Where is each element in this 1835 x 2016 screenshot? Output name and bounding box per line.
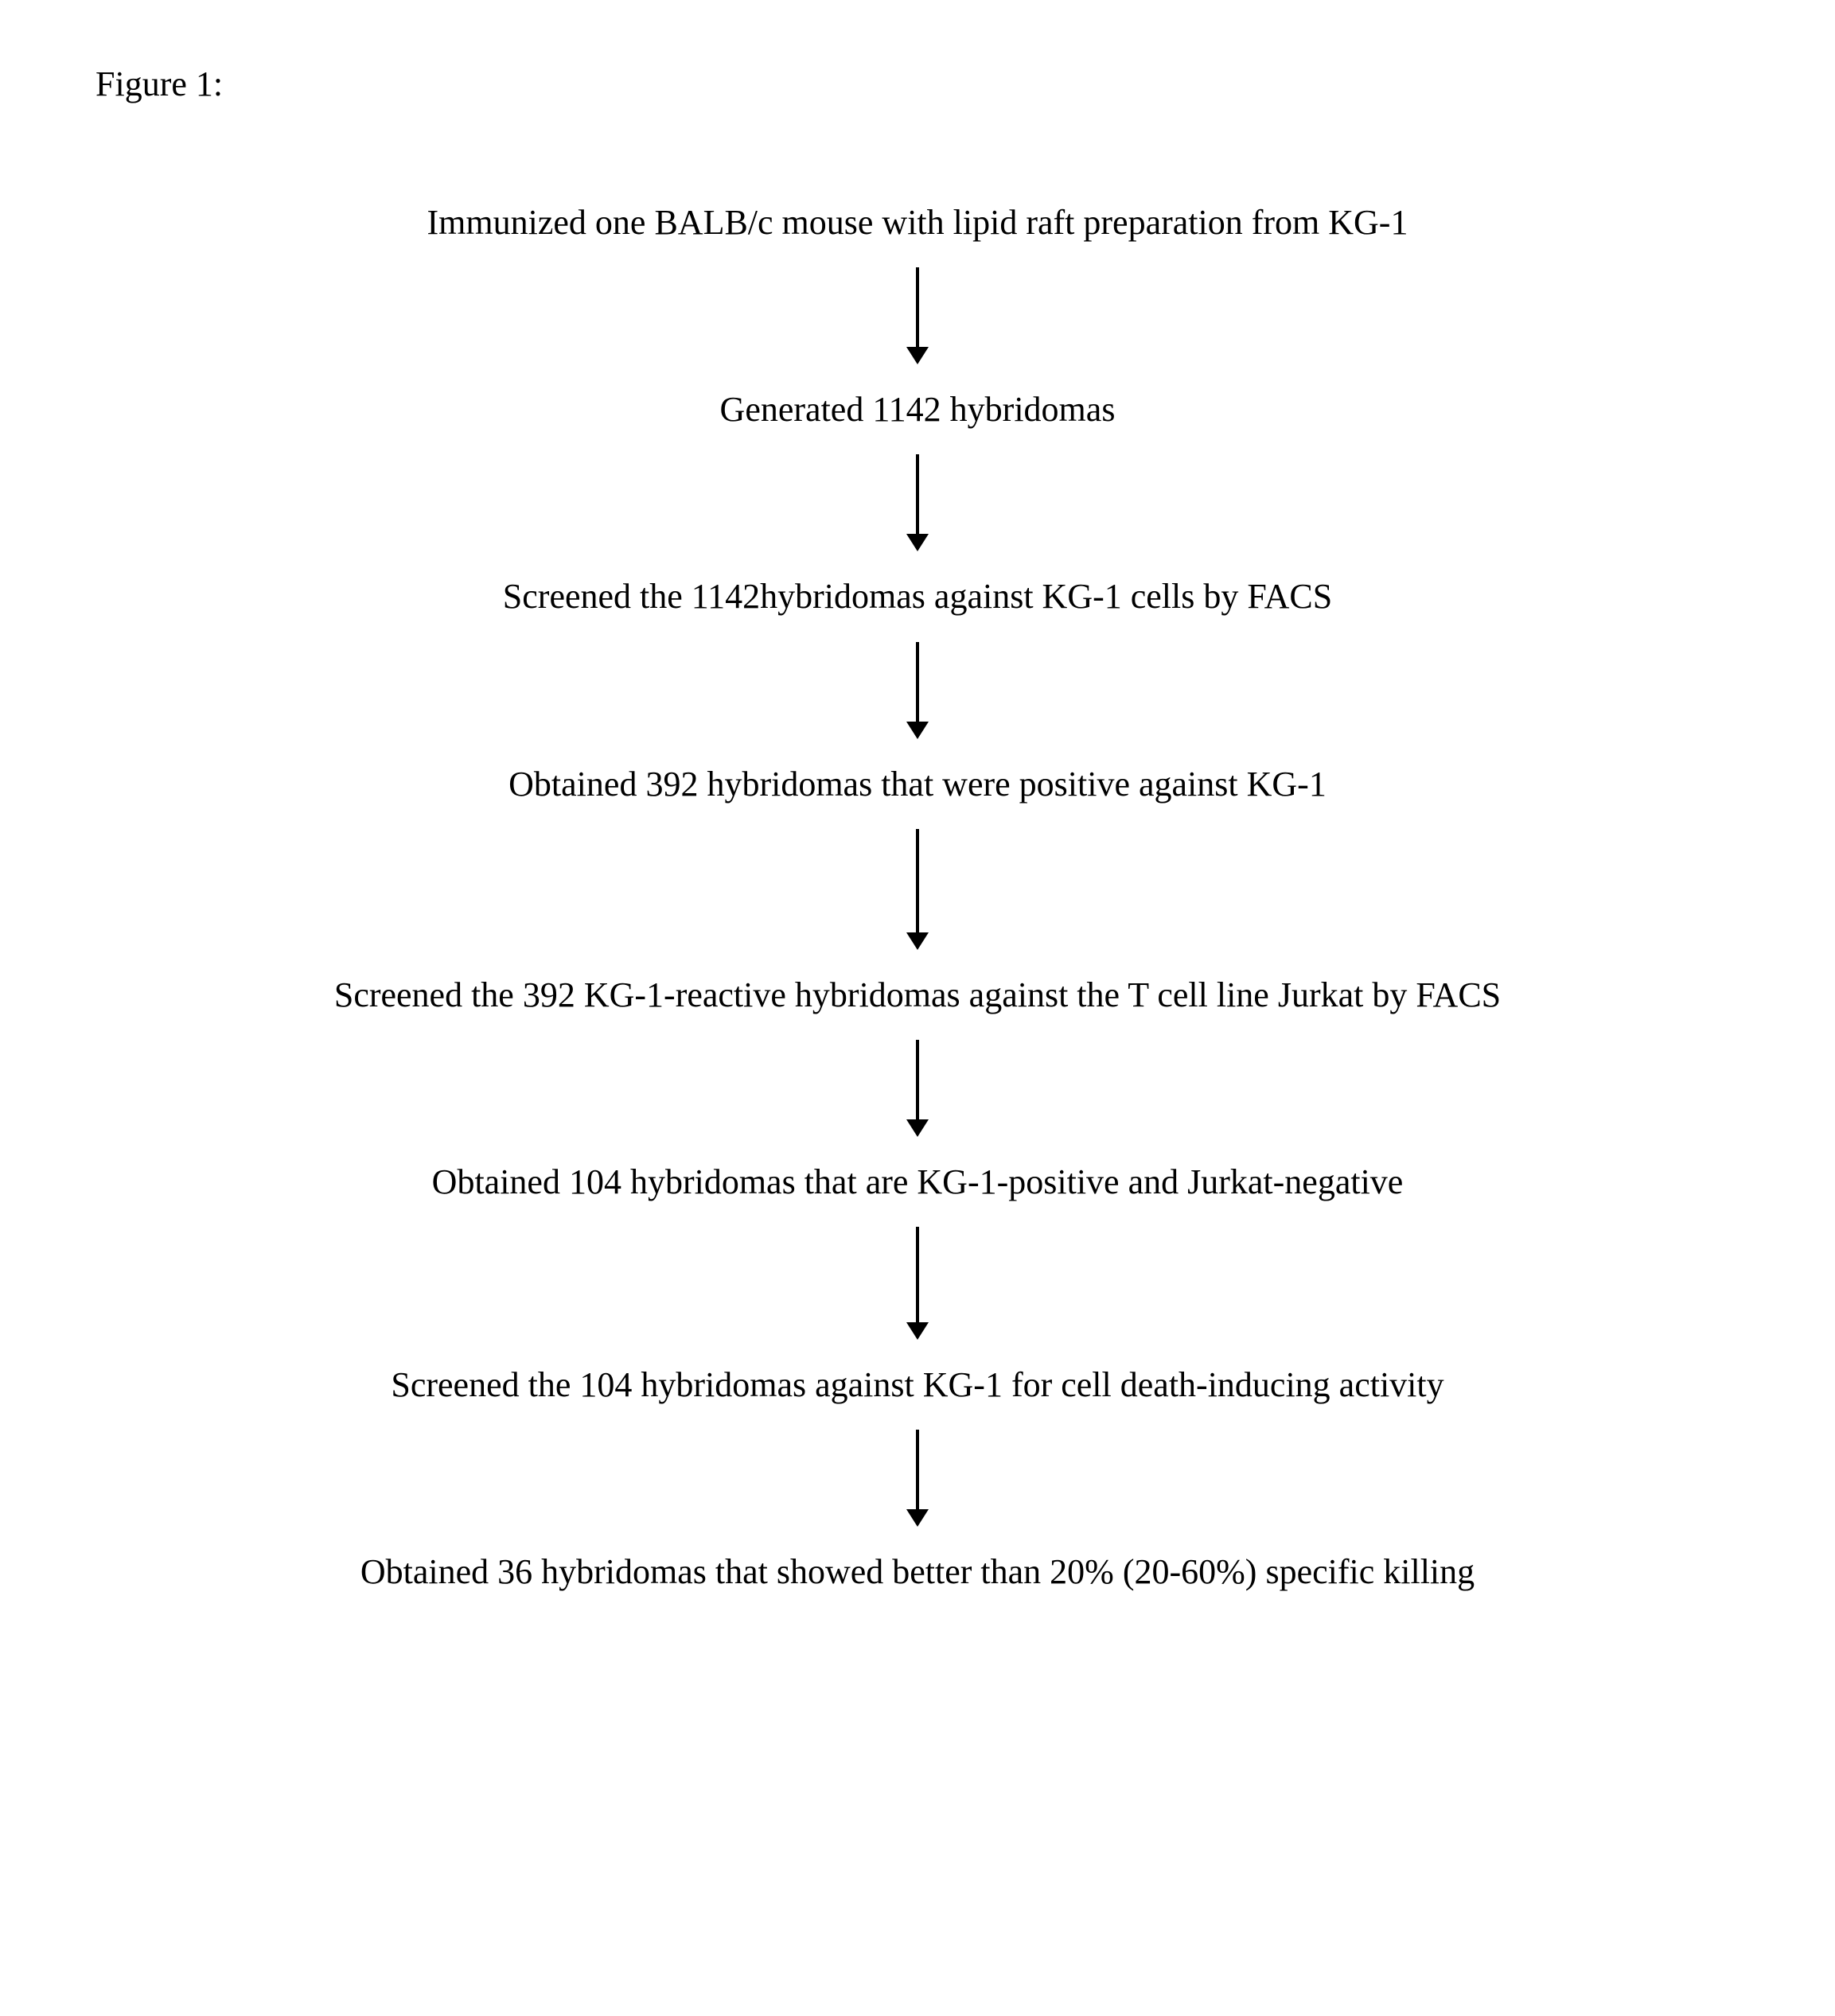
flowchart-step-2: Screened the 1142hybridomas against KG-1… [503, 574, 1332, 619]
flowchart-arrow-2 [906, 642, 929, 739]
arrow-head-icon [906, 1119, 929, 1137]
flowchart-arrow-6 [906, 1430, 929, 1527]
flowchart-arrow-4 [906, 1040, 929, 1137]
arrow-line-icon [916, 1430, 919, 1509]
flowchart-step-0: Immunized one BALB/c mouse with lipid ra… [427, 200, 1408, 245]
arrow-head-icon [906, 1509, 929, 1527]
flowchart-step-6: Screened the 104 hybridomas against KG-1… [391, 1362, 1443, 1407]
flowchart-arrow-5 [906, 1227, 929, 1340]
flowchart-container: Immunized one BALB/c mouse with lipid ra… [80, 200, 1755, 1595]
figure-title: Figure 1: [95, 64, 1755, 104]
arrow-head-icon [906, 722, 929, 739]
flowchart-arrow-3 [906, 829, 929, 950]
arrow-line-icon [916, 454, 919, 534]
arrow-head-icon [906, 1322, 929, 1340]
arrow-line-icon [916, 642, 919, 722]
arrow-line-icon [916, 1227, 919, 1322]
flowchart-step-7: Obtained 36 hybridomas that showed bette… [360, 1549, 1475, 1594]
arrow-line-icon [916, 1040, 919, 1119]
flowchart-step-4: Screened the 392 KG-1-reactive hybridoma… [334, 972, 1501, 1018]
flowchart-step-5: Obtained 104 hybridomas that are KG-1-po… [432, 1159, 1404, 1205]
arrow-line-icon [916, 267, 919, 347]
flowchart-arrow-1 [906, 454, 929, 551]
flowchart-step-3: Obtained 392 hybridomas that were positi… [508, 761, 1327, 807]
flowchart-arrow-0 [906, 267, 929, 364]
arrow-head-icon [906, 534, 929, 551]
arrow-head-icon [906, 347, 929, 364]
arrow-line-icon [916, 829, 919, 932]
flowchart-step-1: Generated 1142 hybridomas [720, 387, 1116, 432]
arrow-head-icon [906, 932, 929, 950]
